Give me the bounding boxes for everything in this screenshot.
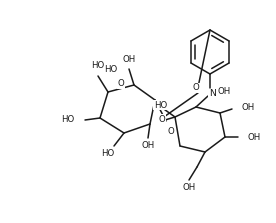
Text: O: O (193, 83, 199, 93)
Text: O: O (118, 80, 124, 89)
Text: HO: HO (91, 62, 105, 70)
Text: OH: OH (242, 103, 255, 112)
Text: O: O (159, 114, 165, 124)
Text: OH: OH (247, 132, 260, 142)
Text: O: O (118, 80, 124, 89)
Text: O: O (193, 83, 199, 93)
Text: OH: OH (141, 142, 155, 151)
Text: O: O (159, 114, 165, 124)
Text: HO: HO (101, 149, 114, 159)
Text: HO: HO (154, 101, 167, 109)
Text: HO: HO (61, 116, 74, 124)
Text: OH: OH (122, 54, 136, 64)
Text: HO: HO (104, 66, 117, 74)
Text: OH: OH (182, 184, 196, 192)
Text: O: O (168, 128, 174, 136)
Text: O: O (168, 128, 174, 136)
Text: NO₂: NO₂ (209, 89, 227, 99)
Text: OH: OH (217, 87, 230, 97)
